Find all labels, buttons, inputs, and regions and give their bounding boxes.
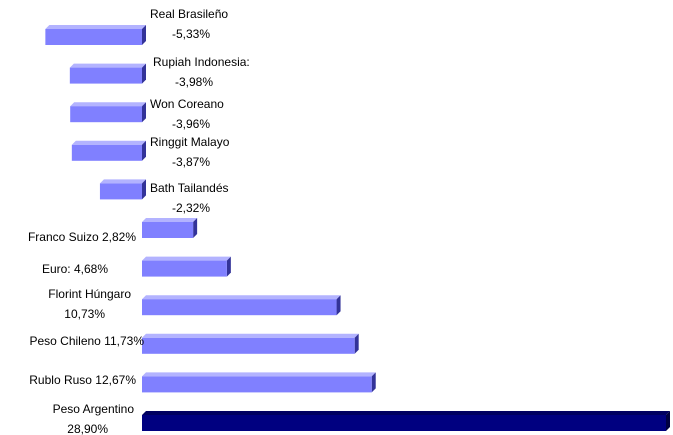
bar-top-ringgit-malayo: [71, 140, 146, 145]
bar-real-brasileno: [45, 25, 146, 45]
bar-side-florint-hungaro: [336, 295, 341, 316]
data-label-line-rublo-ruso-0: Rublo Ruso 12,67%: [29, 373, 136, 387]
bar-side-bath-tailandes: [142, 179, 146, 200]
bar-peso-chileno: [142, 333, 359, 354]
bar-top-euro: [142, 256, 231, 261]
bar-top-real-brasileno: [45, 25, 146, 29]
data-label-euro: Euro: 4,68%: [42, 262, 108, 276]
bar-rupiah-indonesia: [69, 63, 146, 84]
bar-front-peso-argentino: [142, 415, 666, 431]
bars-group: [45, 25, 670, 431]
data-label-line-rupiah-indonesia-1: -3,98%: [175, 75, 213, 89]
data-label-line-bath-tailandes-0: Bath Tailandés: [150, 181, 229, 195]
bar-side-peso-chileno: [354, 333, 359, 354]
bar-top-bath-tailandes: [99, 179, 146, 184]
bar-florint-hungaro: [142, 295, 341, 316]
bar-side-franco-suizo: [193, 218, 198, 238]
bar-front-peso-chileno: [142, 337, 355, 354]
data-label-line-ringgit-malayo-1: -3,87%: [172, 155, 210, 169]
bar-top-rublo-ruso: [142, 372, 376, 377]
bar-side-real-brasileno: [142, 25, 146, 45]
bar-side-peso-argentino: [666, 411, 670, 431]
data-label-franco-suizo: Franco Suizo 2,82%: [28, 230, 136, 244]
data-label-line-euro-0: Euro: 4,68%: [42, 262, 108, 276]
bar-front-won-coreano: [70, 106, 142, 123]
bar-rublo-ruso: [142, 372, 376, 393]
data-label-line-peso-chileno-0: Peso Chileno 11,73%: [29, 334, 144, 348]
bar-top-peso-argentino: [142, 411, 670, 415]
bar-bath-tailandes: [99, 179, 146, 200]
data-label-bath-tailandes: Bath Tailandés -2,32%: [150, 181, 229, 215]
data-label-peso-chileno: Peso Chileno 11,73%: [29, 334, 144, 348]
data-label-line-rupiah-indonesia-0: Rupiah Indonesia:: [153, 55, 250, 69]
bar-side-rupiah-indonesia: [142, 63, 146, 84]
bar-peso-argentino: [142, 411, 670, 431]
bar-front-bath-tailandes: [99, 183, 142, 200]
data-label-won-coreano: Won Coreano -3,96%: [150, 97, 224, 131]
data-label-line-florint-hungaro-0: Florint Húngaro: [48, 287, 131, 301]
bar-side-ringgit-malayo: [142, 140, 146, 161]
data-label-rupiah-indonesia: Rupiah Indonesia: -3,98%: [153, 55, 250, 89]
bar-top-rupiah-indonesia: [69, 63, 146, 68]
data-label-line-peso-argentino-1: 28,90%: [67, 422, 108, 435]
data-label-line-won-coreano-0: Won Coreano: [150, 97, 224, 111]
data-label-rublo-ruso: Rublo Ruso 12,67%: [29, 373, 136, 387]
bar-front-real-brasileno: [45, 29, 142, 45]
bar-front-euro: [142, 260, 227, 277]
bar-top-florint-hungaro: [142, 295, 341, 300]
bar-side-euro: [226, 256, 231, 277]
bar-top-won-coreano: [70, 102, 146, 107]
data-label-line-bath-tailandes-1: -2,32%: [172, 201, 210, 215]
data-label-line-real-brasileno-0: Real Brasileño: [150, 7, 228, 21]
bar-front-franco-suizo: [142, 222, 194, 238]
bar-front-ringgit-malayo: [71, 144, 142, 161]
data-label-line-florint-hungaro-1: 10,73%: [64, 307, 105, 321]
labels-group: Real Brasileño -5,33% Rupiah Indonesia: -3,…: [28, 7, 250, 435]
data-label-line-ringgit-malayo-0: Ringgit Malayo: [150, 135, 230, 149]
bar-side-won-coreano: [142, 102, 146, 123]
data-label-peso-argentino: Peso Argentino 28,90%: [53, 402, 135, 435]
bar-top-peso-chileno: [142, 333, 359, 338]
bar-front-florint-hungaro: [142, 299, 337, 316]
bar-top-franco-suizo: [142, 218, 198, 222]
bar-ringgit-malayo: [71, 140, 146, 161]
data-label-florint-hungaro: Florint Húngaro 10,73%: [48, 287, 131, 321]
bar-side-rublo-ruso: [371, 372, 376, 393]
bar-franco-suizo: [142, 218, 198, 238]
data-label-line-won-coreano-1: -3,96%: [172, 117, 210, 131]
bar-won-coreano: [70, 102, 146, 123]
bar-euro: [142, 256, 231, 277]
data-label-real-brasileno: Real Brasileño -5,33%: [150, 7, 228, 41]
bar-front-rupiah-indonesia: [69, 67, 142, 84]
bar-front-rublo-ruso: [142, 376, 372, 393]
data-label-ringgit-malayo: Ringgit Malayo -3,87%: [150, 135, 230, 169]
data-label-line-peso-argentino-0: Peso Argentino: [53, 402, 135, 416]
data-label-line-franco-suizo-0: Franco Suizo 2,82%: [28, 230, 136, 244]
data-label-line-real-brasileno-1: -5,33%: [172, 27, 210, 41]
